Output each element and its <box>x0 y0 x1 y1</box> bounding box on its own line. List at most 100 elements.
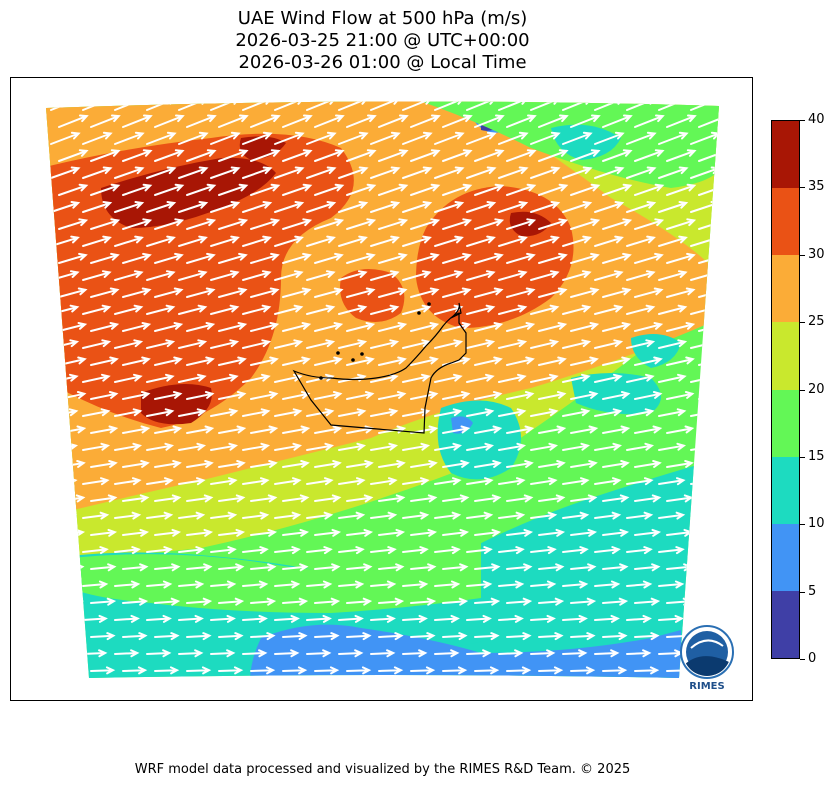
wind-arrow <box>634 183 665 196</box>
wind-arrow <box>602 149 633 162</box>
wind-arrow <box>186 563 213 572</box>
wind-arrow <box>570 425 599 434</box>
wind-arrow <box>122 149 153 162</box>
wind-arrow <box>658 270 688 281</box>
wind-arrow <box>82 235 112 247</box>
wind-arrow <box>338 649 364 658</box>
wind-arrow <box>378 287 408 298</box>
wind-arrow <box>594 304 624 315</box>
wind-arrow <box>346 183 377 196</box>
wind-arrow <box>146 649 172 658</box>
wind-arrow <box>178 442 207 451</box>
wind-arrow <box>50 580 77 589</box>
wind-arrow <box>58 563 85 572</box>
wind-arrow <box>210 511 238 520</box>
wind-arrow <box>210 270 240 281</box>
wind-arrow <box>250 528 278 537</box>
wind-arrow <box>602 425 631 434</box>
wind-arrow <box>250 322 280 332</box>
wind-arrow <box>634 287 664 298</box>
colorbar-tick <box>800 120 805 121</box>
wind-arrow <box>242 270 272 281</box>
wind-arrow <box>602 666 628 675</box>
wind-arrow <box>402 614 428 623</box>
wind-arrow <box>218 391 247 400</box>
wind-arrow <box>58 252 88 264</box>
wind-arrow <box>242 442 271 451</box>
wind-arrow <box>626 511 654 520</box>
wind-arrow <box>314 494 342 503</box>
wind-arrow <box>530 166 561 179</box>
wind-arrow <box>434 546 461 555</box>
wind-arrow <box>466 339 496 349</box>
wind-arrow <box>434 477 462 486</box>
wind-arrow <box>370 373 399 383</box>
wind-arrow <box>538 149 569 162</box>
wind-arrow <box>370 546 397 555</box>
wind-arrow <box>82 546 109 555</box>
colorbar-tick <box>800 592 805 593</box>
wind-arrow <box>90 597 117 606</box>
wind-arrow <box>594 614 620 623</box>
wind-arrow <box>402 201 433 213</box>
wind-arrow <box>122 632 148 641</box>
wind-arrow <box>338 131 369 145</box>
wind-arrow <box>506 528 534 537</box>
wind-arrow <box>538 391 567 400</box>
wind-arrow <box>186 322 216 332</box>
wind-arrow <box>82 339 112 349</box>
wind-arrow <box>242 235 272 247</box>
wind-arrow <box>602 287 632 298</box>
wind-arrow <box>666 391 695 400</box>
wind-arrow <box>338 477 366 486</box>
wind-arrow <box>346 322 376 332</box>
wind-arrow <box>602 391 631 400</box>
wind-arrow <box>602 494 630 503</box>
wind-arrow <box>378 563 405 572</box>
wind-arrow <box>250 666 276 675</box>
wind-arrow <box>178 408 207 417</box>
wind-arrow <box>314 632 340 641</box>
wind-map-svg: RIMES <box>46 101 734 692</box>
wind-arrow <box>506 391 535 400</box>
wind-arrow <box>210 201 241 213</box>
wind-arrow <box>370 649 396 658</box>
wind-arrow <box>90 425 119 434</box>
wind-arrow <box>562 477 590 486</box>
wind-arrow <box>498 614 524 623</box>
wind-arrow <box>50 442 79 451</box>
wind-arrow <box>250 356 279 366</box>
wind-arrow <box>82 131 113 145</box>
wind-arrow <box>274 442 303 451</box>
wind-arrow <box>306 477 334 486</box>
wind-arrow <box>634 252 664 264</box>
wind-arrow <box>506 218 537 230</box>
wind-arrow <box>698 528 719 537</box>
wind-arrow <box>178 477 206 486</box>
wind-arrow <box>538 460 566 468</box>
wind-arrow <box>250 597 277 606</box>
wind-arrow <box>466 511 494 520</box>
wind-arrow <box>402 166 433 179</box>
wind-arrow <box>314 287 344 298</box>
wind-arrow <box>314 563 341 572</box>
wind-arrow <box>570 528 598 537</box>
wind-arrow <box>186 391 215 400</box>
wind-arrow <box>370 270 400 281</box>
wind-arrow <box>186 597 213 606</box>
wind-arrow <box>282 425 311 434</box>
wind-arrow <box>498 511 526 520</box>
wind-arrow <box>346 666 372 675</box>
wind-arrow <box>314 356 343 366</box>
colorbar-tick-label: 10 <box>808 516 825 531</box>
wind-arrow <box>626 270 656 281</box>
wind-arrow <box>82 580 109 589</box>
wind-arrow <box>282 632 308 641</box>
wind-arrow <box>82 270 112 281</box>
wind-arrow <box>146 270 176 281</box>
wind-arrow <box>114 408 143 417</box>
wind-arrow <box>186 149 217 162</box>
wind-arrow <box>498 201 529 213</box>
wind-arrow <box>474 149 505 162</box>
rimes-logo: RIMES <box>680 625 734 692</box>
